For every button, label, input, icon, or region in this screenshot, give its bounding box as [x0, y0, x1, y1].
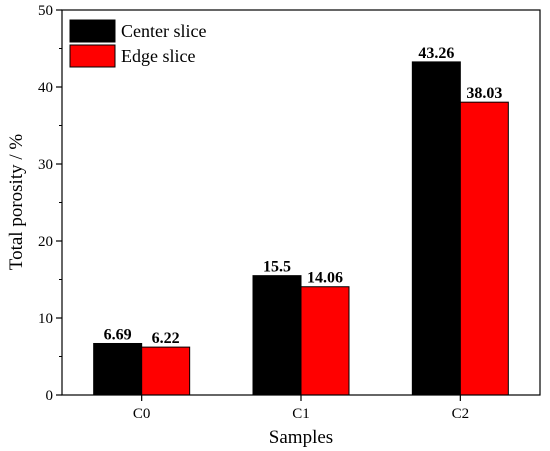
legend-swatch-center: [69, 19, 116, 43]
x-tick-label-c2: C2: [452, 406, 470, 422]
bar-c1-edge: [300, 286, 350, 396]
legend: Center slice Edge slice: [69, 19, 206, 68]
legend-swatch-edge: [69, 44, 116, 68]
legend-label-center: Center slice: [121, 21, 206, 41]
data-label-c1-center: 15.5: [263, 259, 291, 276]
bar-c1-center: [252, 275, 302, 396]
bars-layer: [93, 61, 509, 396]
y-tick-label-30: 30: [38, 157, 53, 173]
y-tick-label-0: 0: [46, 388, 54, 404]
y-tick-label-40: 40: [38, 80, 53, 96]
x-axis-title: Samples: [269, 427, 333, 448]
data-label-c2-edge: 38.03: [466, 85, 502, 102]
data-label-c2-center: 43.26: [418, 45, 454, 62]
bar-c2-edge: [459, 101, 509, 396]
legend-label-edge: Edge slice: [121, 46, 195, 66]
x-tick-label-c0: C0: [133, 406, 151, 422]
y-tick-label-50: 50: [38, 3, 53, 19]
data-label-c1-edge: 14.06: [307, 270, 343, 287]
data-label-c0-edge: 6.22: [152, 330, 180, 347]
bar-c2-center: [411, 61, 461, 396]
y-tick-label-20: 20: [38, 234, 53, 250]
y-axis-ticks: 0 10 20 30 40 50: [38, 3, 62, 404]
data-label-c0-center: 6.69: [104, 326, 132, 343]
x-axis-ticks: C0 C1 C2: [133, 395, 469, 422]
y-axis-title: Total porosity / %: [6, 134, 27, 271]
bar-c0-edge: [141, 346, 191, 396]
x-tick-label-c1: C1: [292, 406, 310, 422]
y-tick-label-10: 10: [38, 311, 53, 327]
data-labels-layer: 6.69 6.22 15.5 14.06 43.26 38.03: [104, 45, 503, 347]
bar-c0-center: [93, 342, 143, 396]
